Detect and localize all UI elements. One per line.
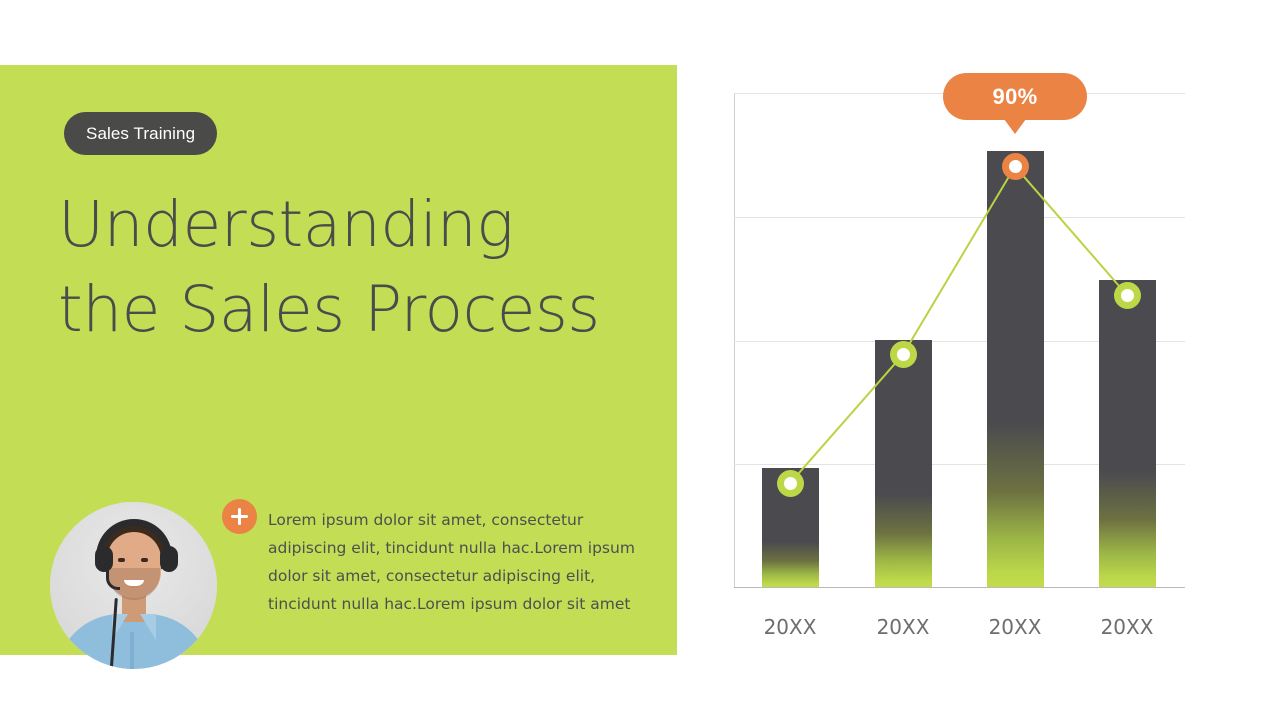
headset-band-icon <box>96 519 172 565</box>
chart-gridline <box>734 340 1185 342</box>
chart-data-point-core <box>896 348 910 361</box>
body-line-4: tincidunt nulla hac.Lorem ipsum dolor si… <box>268 595 631 613</box>
chart-data-point-marker <box>1113 281 1141 309</box>
bar-chart <box>734 93 1185 588</box>
avatar-mouth <box>124 580 144 588</box>
chart-data-point-core <box>1120 288 1134 302</box>
chart-trend-line <box>789 164 1128 484</box>
page-title-line-1: Understanding <box>58 188 514 261</box>
chart-data-point-marker <box>1001 152 1029 180</box>
chart-data-point-core <box>783 476 797 490</box>
category-badge-label: Sales Training <box>86 123 196 143</box>
value-callout-badge: 90% <box>943 73 1087 134</box>
page-title: Understanding the Sales Process <box>58 182 658 352</box>
chart-data-point-core <box>1008 159 1022 173</box>
chart-gridline <box>734 216 1185 218</box>
headset-microphone-icon <box>106 564 120 590</box>
page-title-line-2: the Sales Process <box>58 273 600 346</box>
chart-gridline <box>734 464 1185 466</box>
body-line-3: dolor sit amet, consectetur adipiscing e… <box>268 567 596 585</box>
value-callout-tail <box>1004 119 1026 134</box>
chart-bar <box>1098 280 1156 587</box>
avatar-collar-right <box>140 614 156 640</box>
value-callout-label: 90% <box>992 83 1038 109</box>
chart-x-label: 20XX <box>876 615 930 639</box>
category-badge: Sales Training <box>64 112 218 155</box>
plus-icon-vertical-stroke <box>237 508 242 525</box>
chart-x-label: 20XX <box>988 615 1042 639</box>
chart-bar <box>986 151 1044 587</box>
chart-bar <box>874 339 932 587</box>
body-paragraph: Lorem ipsum dolor sit amet, consectetur … <box>268 506 635 618</box>
chart-x-label: 20XX <box>763 615 817 639</box>
chart-data-point-marker <box>776 469 804 497</box>
chart-x-axis <box>734 587 1185 588</box>
plus-icon <box>222 499 257 534</box>
body-line-1: Lorem ipsum dolor sit amet, consectetur <box>268 511 584 529</box>
avatar-shirt-placket <box>130 632 134 669</box>
headset-earcup-right-icon <box>160 546 178 572</box>
chart-x-label: 20XX <box>1100 615 1154 639</box>
avatar <box>50 502 217 669</box>
chart-x-axis-labels: 20XX 20XX 20XX 20XX <box>734 615 1185 645</box>
chart-data-point-marker <box>889 341 917 368</box>
body-line-2: adipiscing elit, tincidunt nulla hac.Lor… <box>268 539 635 557</box>
